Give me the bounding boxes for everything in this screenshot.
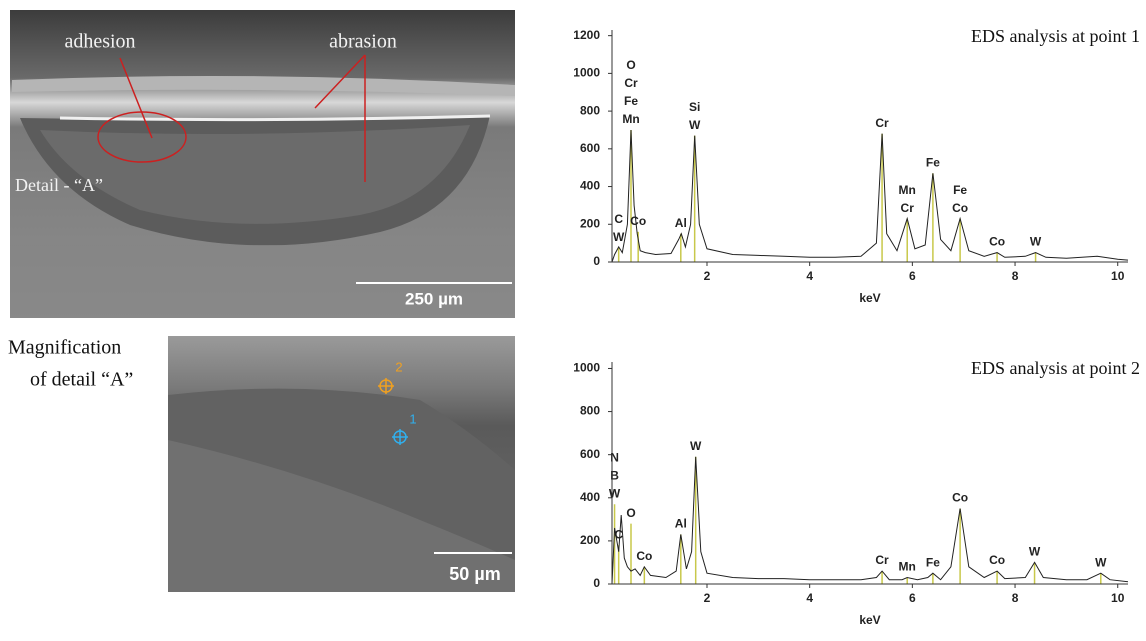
peak-label: Mn <box>899 560 916 574</box>
peak-label: B <box>610 468 619 482</box>
sem-image-main: adhesion abrasion Detail - “A” 250 µm <box>10 10 515 318</box>
peak-label: Mn <box>622 112 639 126</box>
annotation: abrasion <box>329 31 397 53</box>
x-axis-label: keV <box>859 291 880 305</box>
y-tick-label: 600 <box>580 141 600 155</box>
peak-label: Si <box>689 100 700 114</box>
caption: of detail “A” <box>30 369 133 391</box>
point-label: 1 <box>409 411 416 426</box>
y-tick-label: 400 <box>580 490 600 504</box>
peak-label: Co <box>952 491 968 505</box>
y-tick-label: 1000 <box>573 66 600 80</box>
sem-image-detail: 2 1 50 µm <box>168 336 515 592</box>
x-tick-label: 6 <box>909 269 916 283</box>
y-tick-label: 200 <box>580 533 600 547</box>
x-tick-label: 4 <box>806 269 813 283</box>
peak-label: Fe <box>953 183 967 197</box>
x-tick-label: 2 <box>704 591 711 605</box>
y-tick-label: 400 <box>580 179 600 193</box>
peak-label: C <box>614 527 623 541</box>
peak-label: O <box>626 506 635 520</box>
peak-label: Co <box>630 214 646 228</box>
scale-bar-label: 50 µm <box>449 564 500 584</box>
peak-label: W <box>613 230 625 244</box>
point-label: 2 <box>395 359 402 374</box>
peak-label: Co <box>636 549 652 563</box>
peak-label: W <box>1095 555 1107 569</box>
scale-bar-label: 250 µm <box>405 289 463 308</box>
peak-label: C <box>614 212 623 226</box>
detail-label: Detail - “A” <box>15 175 103 195</box>
peak-label: Fe <box>624 94 638 108</box>
x-tick-label: 10 <box>1111 269 1125 283</box>
peak-label: N <box>610 450 619 464</box>
x-axis-label: keV <box>859 613 880 627</box>
x-tick-label: 8 <box>1012 591 1019 605</box>
chart-title: EDS analysis at point 2 <box>971 358 1140 378</box>
x-tick-label: 6 <box>909 591 916 605</box>
peak-label: W <box>609 486 621 500</box>
y-tick-label: 0 <box>593 576 600 590</box>
caption: Magnification <box>8 337 121 359</box>
x-tick-label: 4 <box>806 591 813 605</box>
peak-label: Mn <box>899 183 916 197</box>
peak-label: Co <box>952 201 968 215</box>
peak-label: W <box>1029 545 1041 559</box>
peak-label: Fe <box>926 555 940 569</box>
peak-label: W <box>1030 235 1042 249</box>
peak-label: O <box>626 58 635 72</box>
y-tick-label: 0 <box>593 254 600 268</box>
y-tick-label: 1200 <box>573 28 600 42</box>
annotation: adhesion <box>64 31 135 53</box>
peak-label: Al <box>675 216 687 230</box>
peak-label: W <box>689 118 701 132</box>
peak-label: Fe <box>926 156 940 170</box>
peak-label: Co <box>989 235 1005 249</box>
spectrum-line <box>611 456 1129 585</box>
y-tick-label: 800 <box>580 404 600 418</box>
y-tick-label: 800 <box>580 103 600 117</box>
peak-label: Co <box>989 553 1005 567</box>
peak-label: Cr <box>875 553 889 567</box>
x-tick-label: 2 <box>704 269 711 283</box>
y-tick-label: 600 <box>580 447 600 461</box>
peak-label: Cr <box>875 116 889 130</box>
x-tick-label: 8 <box>1012 269 1019 283</box>
spectrum-line <box>611 129 1129 263</box>
peak-label: Cr <box>624 76 638 90</box>
x-tick-label: 10 <box>1111 591 1125 605</box>
y-tick-label: 1000 <box>573 361 600 375</box>
peak-label: Al <box>675 517 687 531</box>
chart-title: EDS analysis at point 1 <box>971 26 1140 46</box>
peak-label: W <box>690 439 702 453</box>
y-tick-label: 200 <box>580 216 600 230</box>
peak-label: Cr <box>901 201 915 215</box>
